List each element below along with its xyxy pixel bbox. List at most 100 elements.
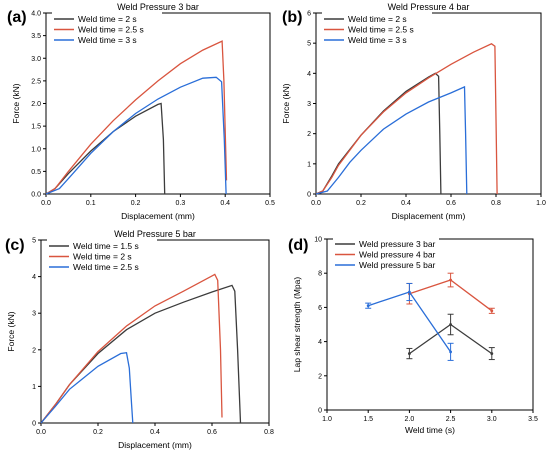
series-line [45,102,166,195]
y-tick-label: 1 [307,161,311,168]
y-tick-label: 2.5 [31,78,41,85]
y-tick-label: 0.5 [31,169,41,176]
y-tick-label: 3.5 [31,33,41,40]
y-tick-label: 4.0 [31,11,41,18]
panel-label: (b) [282,9,302,26]
y-tick-label: 0 [307,192,311,199]
x-tick-label: 0.2 [93,429,103,436]
y-tick-label: 6 [318,305,322,312]
legend-label: Weld pressure 4 bar [359,250,436,260]
legend-label: Weld time = 2 s [78,14,137,24]
chart-panel-1: (a) Weld Pressure 3 bar 0.0 0.1 0.2 0.3 0.4 0.5… [7,2,275,221]
x-tick-label: 1.0 [322,416,332,423]
series-line [40,284,242,424]
x-tick-label: 1.5 [363,416,373,423]
y-tick-label: 5 [32,238,36,245]
y-tick-label: 3.0 [31,56,41,63]
y-axis-label: Force (kN) [6,311,16,351]
y-tick-label: 6 [307,11,311,18]
x-tick-label: 0.5 [265,200,275,207]
y-tick-label: 4 [307,71,311,78]
y-tick-label: 4 [318,339,322,346]
y-tick-label: 4 [32,274,36,281]
chart-panel-4: (d) 1.0 1.5 2.0 2.5 3.0 3.5 0 2 4 6 8 10 Weld time (s… [288,237,538,436]
data-point [490,309,494,313]
x-axis-label: Displacement (mm) [392,211,466,221]
x-tick-label: 0.0 [36,429,46,436]
y-tick-label: 0.0 [31,192,41,199]
series-line [315,43,498,195]
x-tick-label: 0.6 [207,429,217,436]
series-line [315,72,442,195]
x-tick-label: 0.2 [131,200,141,207]
x-tick-label: 2.0 [405,416,415,423]
x-tick-label: 2.5 [446,416,456,423]
chart-title: Weld Pressure 4 bar [388,2,470,12]
y-tick-label: 3 [307,101,311,108]
y-tick-label: 2 [307,131,311,138]
y-axis-label: Force (kN) [281,83,291,123]
x-tick-label: 0.4 [401,200,411,207]
data-point [449,350,452,354]
legend-label: Weld time = 2.5 s [348,25,414,35]
x-tick-label: 0.0 [41,200,51,207]
data-point [449,323,452,326]
series-line [40,273,223,424]
x-tick-label: 0.6 [446,200,456,207]
y-tick-label: 2.0 [31,101,41,108]
x-tick-label: 0.4 [150,429,160,436]
x-tick-label: 0.4 [220,200,230,207]
y-axis-label: Lap shear strength (Mpa) [292,277,302,373]
legend-label: Weld time = 1.5 s [73,241,139,251]
legend-label: Weld time = 3 s [348,35,407,45]
x-tick-label: 3.5 [528,416,538,423]
x-tick-label: 0.3 [176,200,186,207]
chart-title: Weld Pressure 5 bar [114,229,196,239]
y-tick-label: 2 [32,347,36,354]
chart-panel-2: (b) Weld Pressure 4 bar 0.0 0.2 0.4 0.6 0.8 1.0… [281,2,546,221]
data-point [366,304,370,308]
x-tick-label: 0.0 [311,200,321,207]
series-line [45,40,228,195]
x-tick-label: 0.2 [356,200,366,207]
series-line [315,85,468,195]
y-tick-label: 1 [32,384,36,391]
x-tick-label: 1.0 [536,200,546,207]
series-line [45,76,227,195]
panel-label: (a) [7,9,27,26]
x-tick-label: 0.8 [491,200,501,207]
y-tick-label: 0 [318,408,322,415]
panel-label: (d) [288,237,308,254]
y-tick-label: 8 [318,271,322,278]
legend-label: Weld pressure 5 bar [359,260,436,270]
legend-label: Weld time = 3 s [78,35,137,45]
y-tick-label: 1.5 [31,124,41,131]
data-point [490,352,494,355]
x-tick-label: 3.0 [487,416,497,423]
data-point [449,278,452,282]
x-axis-label: Displacement (mm) [121,211,195,221]
y-axis-label: Force (kN) [11,83,21,123]
data-point [408,352,411,355]
panel-label: (c) [5,237,25,254]
y-tick-label: 0 [32,421,36,428]
y-tick-label: 2 [318,373,322,380]
chart-panel-3: (c) Weld Pressure 5 bar 0.0 0.2 0.4 0.6 0.8 0 1 2… [5,229,274,450]
legend-label: Weld time = 2 s [73,252,132,262]
x-tick-label: 0.1 [86,200,96,207]
y-tick-label: 3 [32,311,36,318]
legend-label: Weld time = 2.5 s [78,25,144,35]
legend-label: Weld pressure 3 bar [359,239,436,249]
y-tick-label: 5 [307,41,311,48]
x-axis-label: Weld time (s) [405,425,455,435]
chart-title: Weld Pressure 3 bar [117,2,199,12]
x-tick-label: 0.8 [264,429,274,436]
legend-label: Weld time = 2 s [348,14,407,24]
y-tick-label: 10 [314,237,322,244]
series-line [40,351,134,424]
y-tick-label: 1.0 [31,146,41,153]
data-point [408,290,411,294]
legend-label: Weld time = 2.5 s [73,262,139,272]
x-axis-label: Displacement (mm) [118,440,192,450]
